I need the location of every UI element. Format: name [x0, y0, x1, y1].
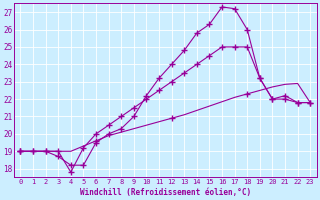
X-axis label: Windchill (Refroidissement éolien,°C): Windchill (Refroidissement éolien,°C) [80, 188, 251, 197]
